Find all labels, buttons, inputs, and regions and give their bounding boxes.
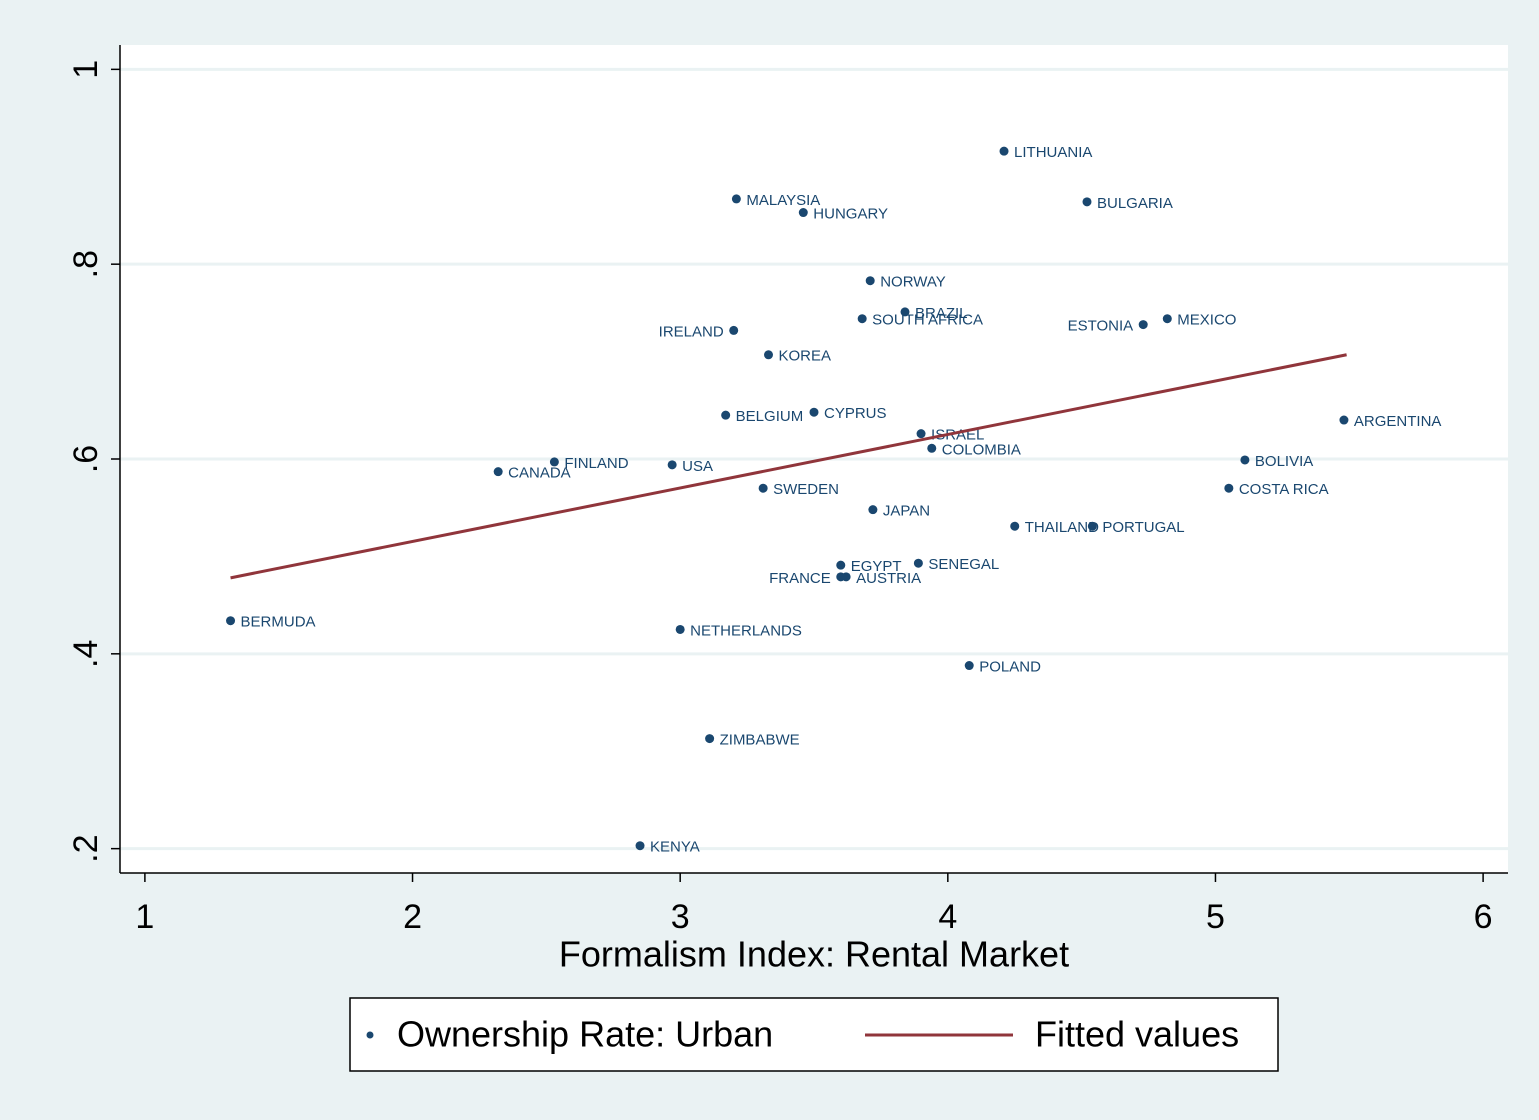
point — [964, 661, 974, 671]
point-label: FRANCE — [769, 570, 831, 587]
point — [868, 505, 878, 515]
point-label: AUSTRIA — [856, 570, 921, 587]
point-label: SWEDEN — [773, 481, 839, 498]
x-axis-label: Formalism Index: Rental Market — [559, 934, 1069, 975]
point-label: JAPAN — [883, 503, 930, 520]
point-label: COLOMBIA — [942, 441, 1021, 458]
y-tick-label: .8 — [67, 250, 105, 278]
legend-symbol — [366, 1031, 374, 1039]
point-label: EGYPT — [851, 558, 902, 575]
point — [721, 410, 731, 420]
point-label: KOREA — [779, 348, 832, 365]
point — [900, 307, 910, 317]
point-label: FINLAND — [564, 455, 628, 472]
fit-line — [230, 353, 1347, 580]
x-tick-label: 4 — [938, 898, 957, 936]
point — [916, 429, 926, 439]
x-tick-label: 2 — [403, 898, 422, 936]
point — [1224, 483, 1234, 493]
point — [798, 208, 808, 218]
point — [758, 483, 768, 493]
point-label: ZIMBABWE — [720, 732, 800, 749]
point — [836, 560, 846, 570]
point — [999, 146, 1009, 156]
point — [549, 457, 559, 467]
point — [1162, 314, 1172, 324]
point — [1339, 415, 1349, 425]
point-label: ARGENTINA — [1354, 413, 1442, 430]
y-tick-label: 1 — [67, 60, 105, 79]
point — [1010, 521, 1020, 531]
point — [729, 325, 739, 335]
point-label: KENYA — [650, 839, 700, 856]
point — [857, 314, 867, 324]
point-label: SENEGAL — [928, 556, 999, 573]
point — [764, 350, 774, 360]
point-label: COSTA RICA — [1239, 481, 1329, 498]
y-tick-label: .2 — [67, 834, 105, 862]
point — [913, 558, 923, 568]
x-tick-label: 5 — [1206, 898, 1225, 936]
x-tick-label: 6 — [1474, 898, 1493, 936]
point-label: PORTUGAL — [1102, 519, 1184, 536]
point-label: LITHUANIA — [1014, 144, 1092, 161]
point — [927, 443, 937, 453]
y-tick-label: .4 — [67, 640, 105, 668]
point-label: BULGARIA — [1097, 195, 1173, 212]
legend-label: Ownership Rate: Urban — [397, 1014, 773, 1055]
point — [635, 841, 645, 851]
point — [226, 616, 236, 626]
legend-label: Fitted values — [1035, 1014, 1239, 1055]
point-label: MALAYSIA — [746, 192, 820, 209]
point — [667, 460, 677, 470]
point-label: BRAZIL — [915, 305, 968, 322]
point-label: CANADA — [508, 465, 571, 482]
point-label: BELGIUM — [736, 408, 804, 425]
point — [841, 572, 851, 582]
point-label: BERMUDA — [241, 614, 316, 631]
legend — [349, 997, 1279, 1072]
x-tick-label: 3 — [671, 898, 690, 936]
point-label: ESTONIA — [1068, 318, 1134, 335]
point-label: CYPRUS — [824, 405, 887, 422]
point-label: IRELAND — [659, 323, 724, 340]
y-tick-label: .6 — [67, 445, 105, 473]
point-label: USA — [682, 458, 713, 475]
point-label: BOLIVIA — [1255, 453, 1313, 470]
point — [1138, 320, 1148, 330]
point — [493, 467, 503, 477]
point-label: SOUTH AFRICA — [872, 312, 983, 329]
point-label: NETHERLANDS — [690, 622, 802, 639]
point — [705, 734, 715, 744]
point-label: THAILAND — [1025, 519, 1099, 536]
point — [675, 624, 685, 634]
point-label: HUNGARY — [813, 206, 888, 223]
point-label: POLAND — [979, 658, 1041, 675]
point — [731, 194, 741, 204]
point — [809, 407, 819, 417]
point — [1082, 197, 1092, 207]
x-tick-label: 1 — [135, 898, 154, 936]
point-label: MEXICO — [1177, 312, 1236, 329]
point — [865, 276, 875, 286]
point-label: NORWAY — [880, 274, 946, 291]
point — [1087, 521, 1097, 531]
point — [1240, 455, 1250, 465]
